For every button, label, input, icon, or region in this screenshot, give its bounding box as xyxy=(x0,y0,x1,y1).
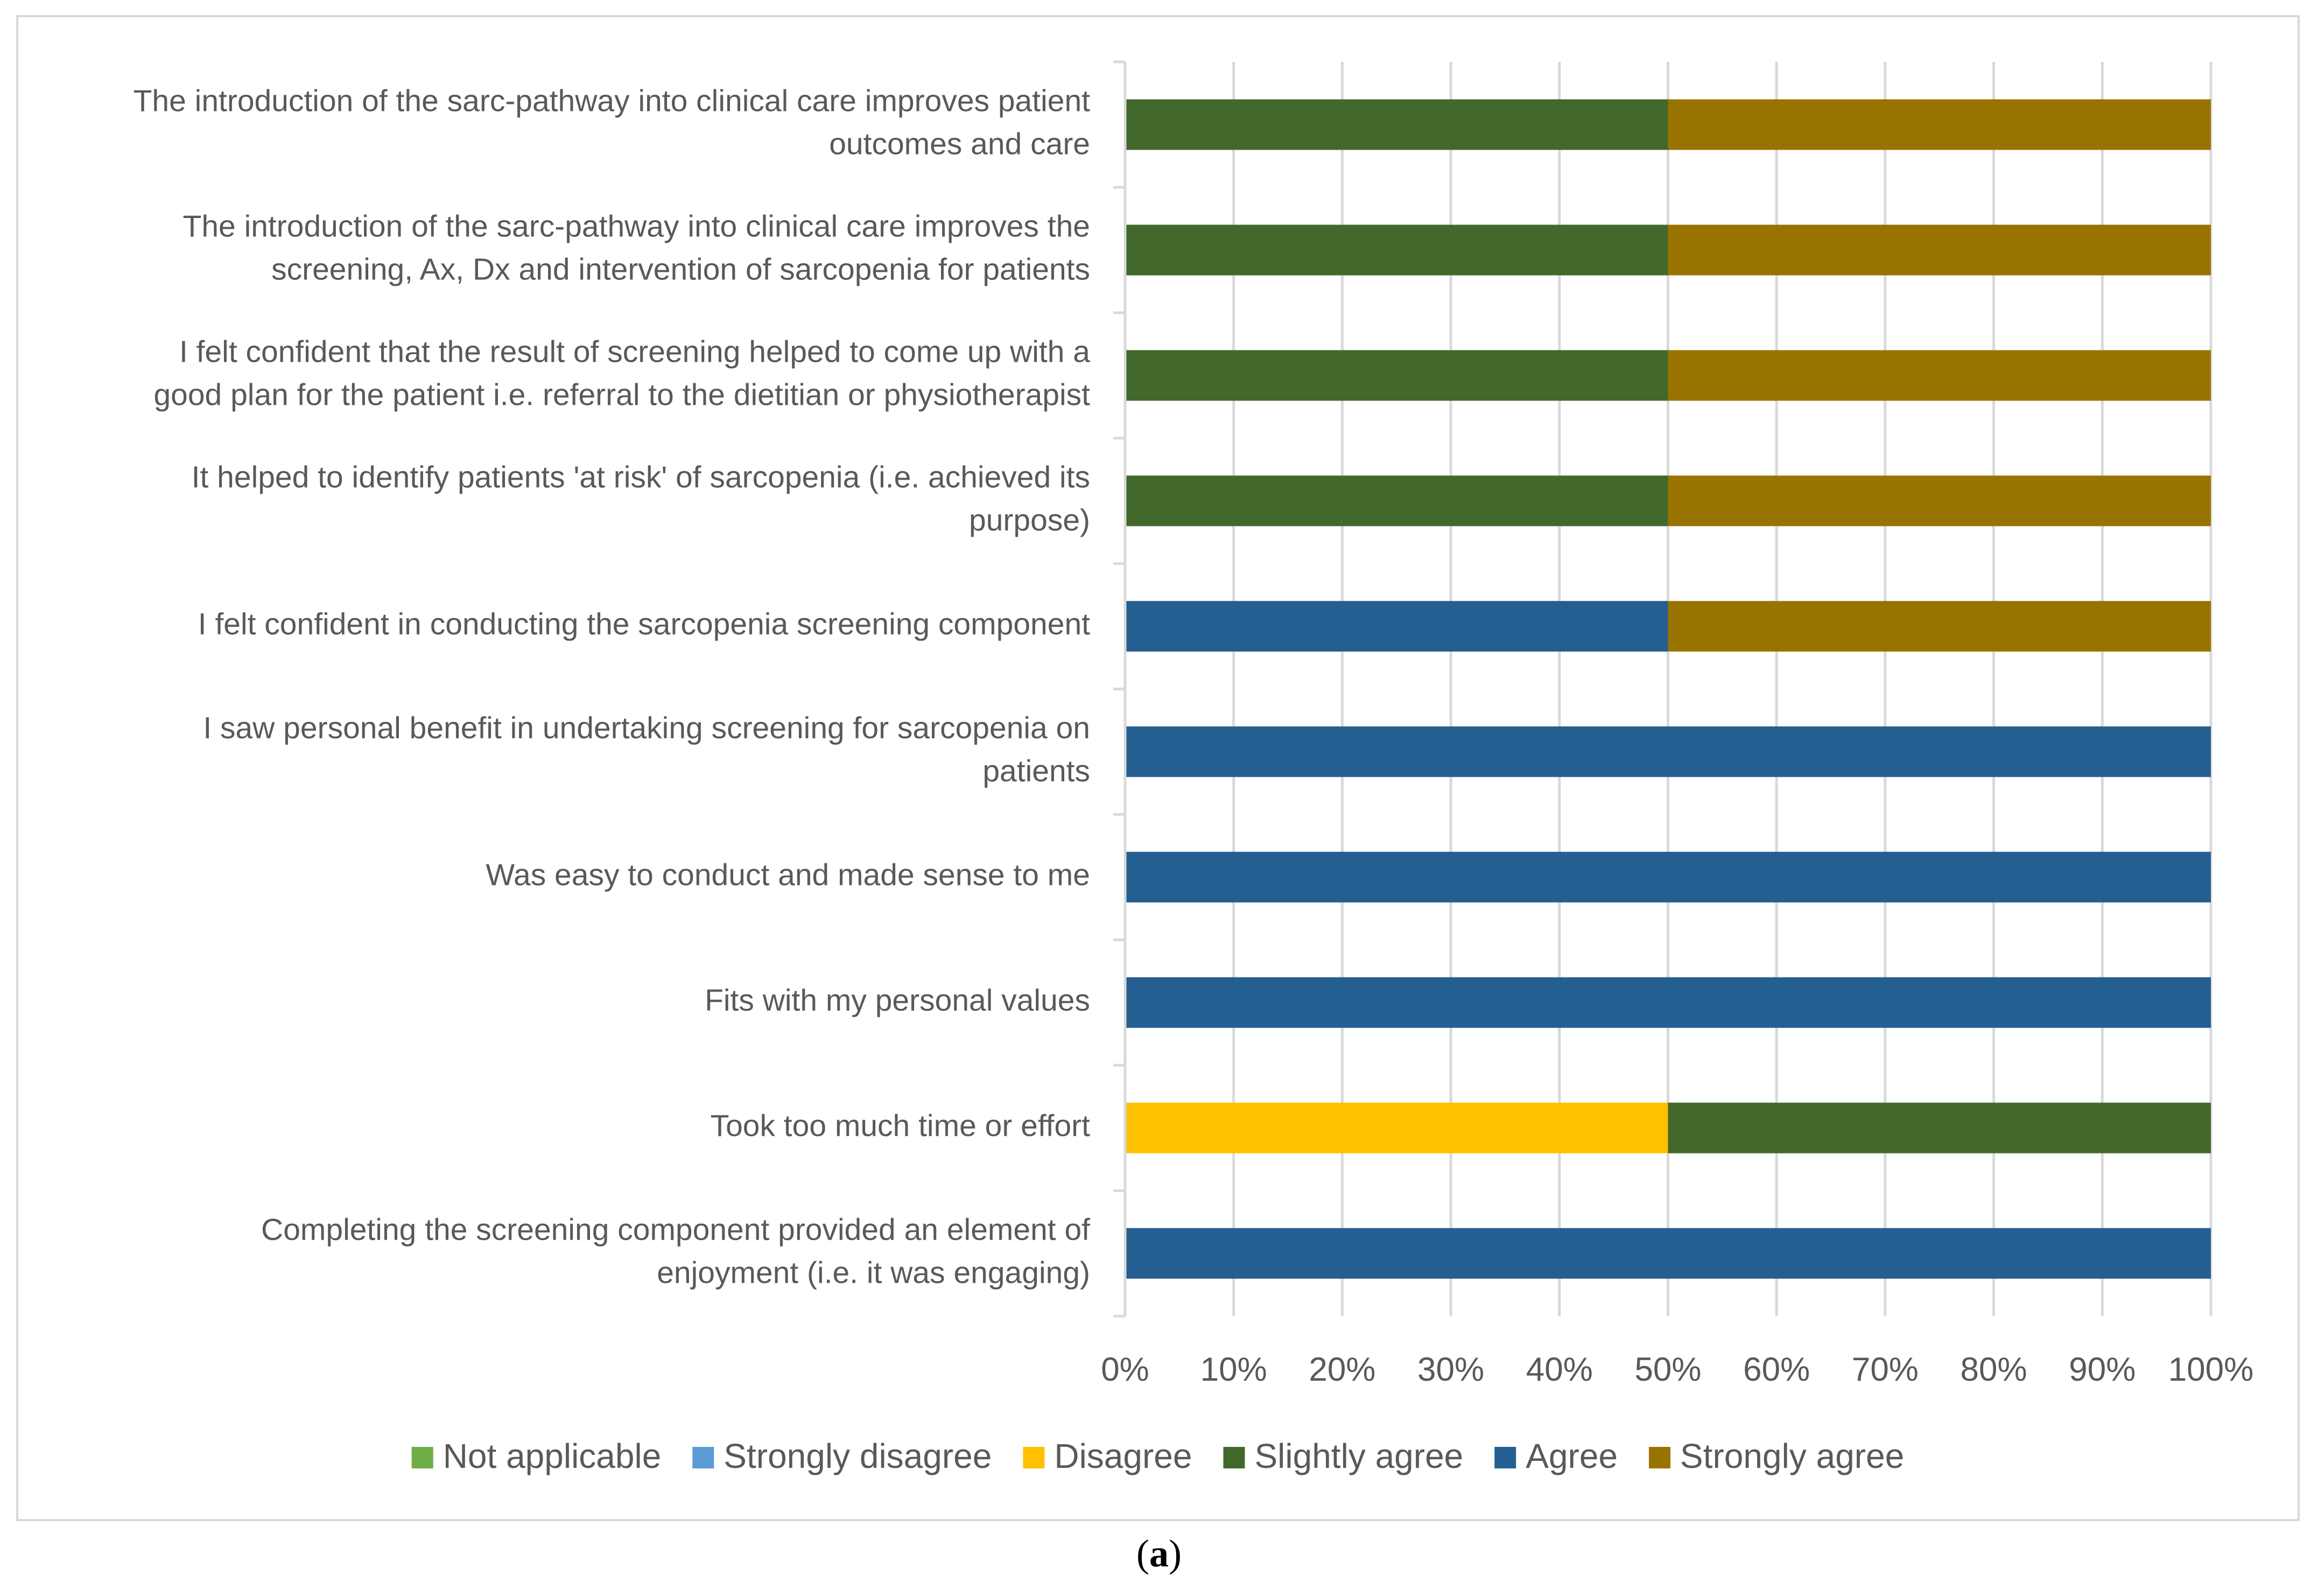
stacked-bar-chart: The introduction of the sarc-pathway int… xyxy=(134,60,2253,1475)
bar-slightly-agree-row-2 xyxy=(1125,224,1668,276)
legend-item-strongly-disagree: Strongly disagree xyxy=(692,1437,992,1475)
caption-letter: a xyxy=(1149,1532,1169,1575)
bar-slightly-agree-row-9 xyxy=(1668,1102,2211,1154)
legend: Not applicable Strongly disagree Disagree S… xyxy=(411,1437,1904,1475)
bar-strongly-agree-row-2 xyxy=(1668,224,2211,276)
legend-item-strongly-agree: Strongly agree xyxy=(1649,1437,1904,1475)
legend-label-strongly-disagree: Strongly disagree xyxy=(724,1437,992,1475)
x-tick-label-70: 70% xyxy=(1852,1351,1919,1388)
bar-strongly-agree-row-3 xyxy=(1668,350,2211,401)
category-label-line: I saw personal benefit in undertaking sc… xyxy=(203,711,1090,746)
legend-label-slightly-agree: Slightly agree xyxy=(1254,1437,1463,1475)
figure-caption: (a) xyxy=(0,1531,2318,1576)
x-tick-label-80: 80% xyxy=(1961,1351,2027,1388)
category-label-6: I saw personal benefit in undertaking sc… xyxy=(203,711,1090,789)
legend-swatch-strongly-disagree xyxy=(692,1447,714,1468)
bar-agree-row-6 xyxy=(1125,726,2211,777)
category-axis xyxy=(1113,60,1127,1318)
bar-agree-row-7 xyxy=(1125,852,2211,903)
legend-label-not-applicable: Not applicable xyxy=(443,1437,662,1475)
category-label-7: Was easy to conduct and made sense to me xyxy=(486,858,1090,892)
category-label-10: Completing the screening component provi… xyxy=(261,1213,1090,1290)
x-tick-label-40: 40% xyxy=(1526,1351,1593,1388)
category-label-3: I felt confident that the result of scre… xyxy=(153,335,1090,412)
x-tick-label-90: 90% xyxy=(2069,1351,2136,1388)
legend-swatch-agree xyxy=(1494,1447,1516,1468)
category-label-2: The introduction of the sarc-pathway int… xyxy=(183,209,1090,287)
category-labels: The introduction of the sarc-pathway int… xyxy=(134,84,1091,1290)
category-label-line: Was easy to conduct and made sense to me xyxy=(486,858,1090,892)
category-label-5: I felt confident in conducting the sarco… xyxy=(198,607,1090,642)
legend-item-agree: Agree xyxy=(1494,1437,1618,1475)
caption-close: ) xyxy=(1169,1532,1182,1575)
category-label-4: It helped to identify patients 'at risk'… xyxy=(192,460,1090,538)
category-label-9: Took too much time or effort xyxy=(711,1109,1091,1143)
bar-agree-row-5 xyxy=(1125,601,1668,652)
category-label-line: Completing the screening component provi… xyxy=(261,1213,1090,1247)
x-tick-label-50: 50% xyxy=(1634,1351,1701,1388)
category-label-8: Fits with my personal values xyxy=(705,983,1090,1018)
category-label-line: Took too much time or effort xyxy=(711,1109,1091,1143)
caption-open: ( xyxy=(1136,1532,1149,1575)
legend-label-strongly-agree: Strongly agree xyxy=(1680,1437,1904,1475)
bar-strongly-agree-row-4 xyxy=(1668,475,2211,526)
bar-slightly-agree-row-1 xyxy=(1125,99,1668,150)
category-label-line: screening, Ax, Dx and intervention of sa… xyxy=(271,252,1090,287)
x-tick-label-20: 20% xyxy=(1309,1351,1375,1388)
legend-swatch-slightly-agree xyxy=(1223,1447,1245,1468)
x-tick-labels: 0% 10% 20% 30% 40% 50% 60% 70% 80% 90% 100% xyxy=(1101,1351,2253,1388)
legend-swatch-not-applicable xyxy=(411,1447,433,1468)
x-tick-label-10: 10% xyxy=(1200,1351,1267,1388)
legend-label-disagree: Disagree xyxy=(1054,1437,1192,1475)
bar-disagree-row-9 xyxy=(1125,1102,1668,1154)
bar-agree-row-8 xyxy=(1125,977,2211,1028)
category-label-line: outcomes and care xyxy=(829,127,1090,161)
x-tick-label-0: 0% xyxy=(1101,1351,1149,1388)
legend-item-not-applicable: Not applicable xyxy=(411,1437,662,1475)
category-label-line: The introduction of the sarc-pathway int… xyxy=(134,84,1091,118)
bar-slightly-agree-row-3 xyxy=(1125,350,1668,401)
legend-swatch-disagree xyxy=(1023,1447,1045,1468)
x-tick-label-100: 100% xyxy=(2168,1351,2254,1388)
bar-slightly-agree-row-4 xyxy=(1125,475,1668,526)
category-label-1: The introduction of the sarc-pathway int… xyxy=(134,84,1091,161)
category-label-line: Fits with my personal values xyxy=(705,983,1090,1018)
category-label-line: purpose) xyxy=(969,503,1090,538)
bar-agree-row-10 xyxy=(1125,1228,2211,1279)
category-label-line: I felt confident that the result of scre… xyxy=(179,335,1090,369)
category-label-line: It helped to identify patients 'at risk'… xyxy=(192,460,1090,495)
legend-item-disagree: Disagree xyxy=(1023,1437,1192,1475)
legend-item-slightly-agree: Slightly agree xyxy=(1223,1437,1463,1475)
bar-strongly-agree-row-5 xyxy=(1668,601,2211,652)
x-tick-label-30: 30% xyxy=(1417,1351,1484,1388)
category-label-line: good plan for the patient i.e. referral … xyxy=(153,378,1090,412)
bar-strongly-agree-row-1 xyxy=(1668,99,2211,150)
category-label-line: I felt confident in conducting the sarco… xyxy=(198,607,1090,642)
category-label-line: The introduction of the sarc-pathway int… xyxy=(183,209,1090,244)
category-label-line: enjoyment (i.e. it was engaging) xyxy=(657,1256,1090,1290)
x-tick-label-60: 60% xyxy=(1743,1351,1810,1388)
legend-label-agree: Agree xyxy=(1526,1437,1618,1475)
category-label-line: patients xyxy=(982,754,1090,789)
bars xyxy=(1125,99,2211,1279)
legend-swatch-strongly-agree xyxy=(1649,1447,1671,1468)
